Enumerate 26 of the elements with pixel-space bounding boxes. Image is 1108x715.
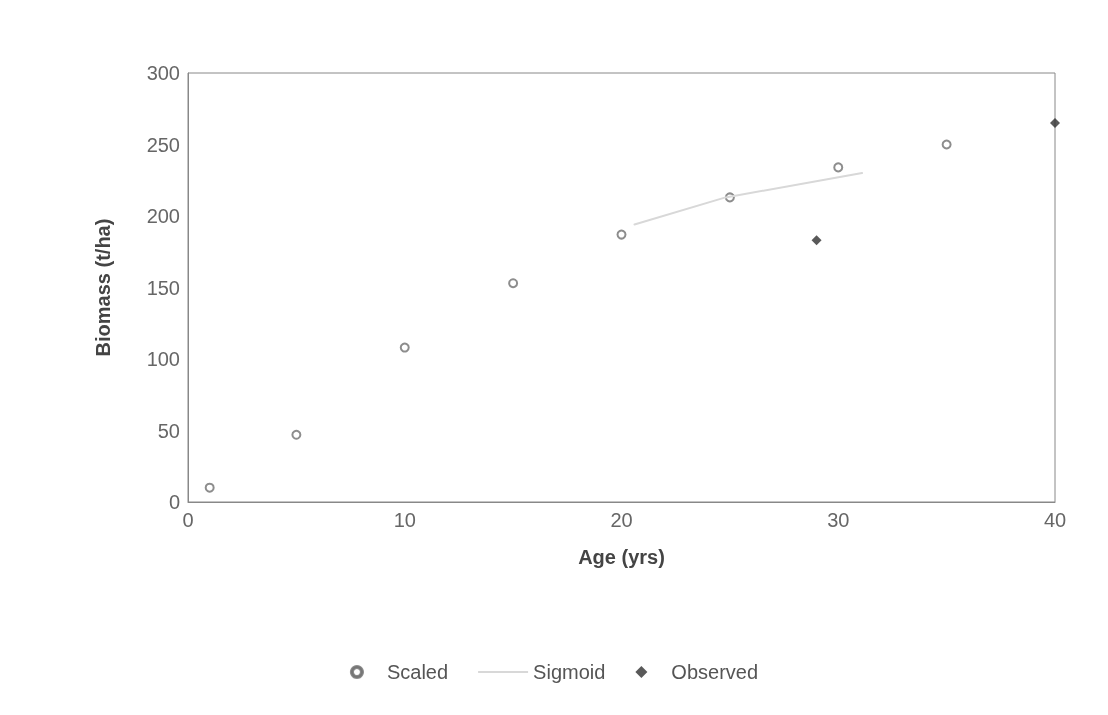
point — [941, 139, 952, 150]
y-tick-label: 300 — [146, 62, 180, 84]
y-tick-label: 50 — [157, 419, 180, 442]
point — [291, 429, 302, 440]
point — [811, 235, 822, 246]
y-tick-label: 200 — [146, 205, 180, 227]
x-tick-label: 30 — [827, 509, 850, 531]
point — [399, 342, 410, 353]
x-tick-label: 20 — [610, 509, 633, 531]
x-tick-label: 0 — [182, 509, 194, 531]
y-tick-label: 150 — [146, 276, 180, 299]
y-tick-label: 0 — [168, 491, 180, 513]
x-axis-title: Age (yrs) — [578, 546, 665, 568]
legend-label: Observed — [671, 661, 759, 683]
y-tick-label: 250 — [146, 133, 180, 156]
legend-label: Sigmoid — [533, 661, 606, 683]
y-tick-label: 100 — [146, 348, 180, 370]
point — [616, 229, 627, 240]
point — [1050, 118, 1060, 129]
x-tick-label: 10 — [393, 509, 416, 531]
point — [508, 278, 519, 289]
x-tick-label: 40 — [1043, 509, 1067, 531]
y-axis-title: Biomass (t/ha) — [92, 218, 114, 357]
point — [833, 162, 844, 173]
point — [204, 482, 215, 493]
legend-label: Scaled — [386, 661, 449, 683]
